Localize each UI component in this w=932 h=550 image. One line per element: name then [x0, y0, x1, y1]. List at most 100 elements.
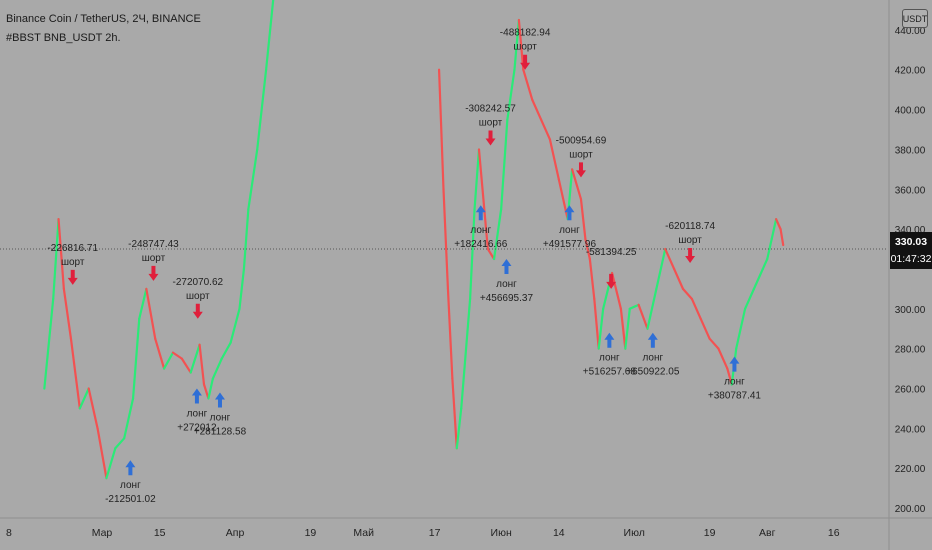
price-segment: [198, 343, 206, 386]
x-tick-label: 15: [154, 527, 166, 539]
price-segment: [752, 267, 764, 290]
long-signal-arrow: [214, 392, 225, 408]
price-segment: [238, 267, 246, 310]
y-tick-label: 260.00: [895, 385, 926, 396]
price-segment: [593, 297, 600, 350]
price-segment: [517, 18, 525, 71]
signal-label: лонг: [470, 225, 491, 236]
price-segment: [229, 307, 241, 344]
y-tick-label: 300.00: [895, 305, 926, 316]
signal-label: лонг: [187, 409, 208, 420]
short-signal-arrow: [192, 303, 203, 319]
signal-label: лонг: [599, 353, 620, 364]
long-signal-arrow: [729, 356, 740, 372]
signal-value: +456695.37: [480, 293, 534, 304]
price-segment: [469, 208, 476, 300]
signal-label: шорт: [142, 253, 166, 264]
y-tick-label: 240.00: [895, 424, 926, 435]
x-tick-label: Июл: [624, 527, 645, 539]
short-signal-arrow: [575, 162, 586, 178]
price-segment: [57, 218, 65, 290]
x-tick-label: Апр: [226, 527, 245, 539]
signal-label: лонг: [210, 412, 231, 423]
price-segment: [114, 437, 126, 450]
price-segment: [673, 267, 685, 290]
signal-value: +281128.58: [194, 426, 247, 437]
short-signal-arrow: [685, 247, 696, 263]
price-segment: [775, 218, 782, 231]
price-segment: [506, 68, 516, 121]
price-segment: [256, 68, 268, 151]
price-segment: [451, 377, 458, 450]
last-price-tag: 330.03 01:47:32: [890, 232, 932, 269]
price-segment: [437, 68, 445, 191]
signal-label: шорт: [513, 42, 537, 53]
price-segment: [681, 287, 693, 300]
signal-value: +491577.96: [543, 239, 597, 250]
signal-label: лонг: [496, 279, 517, 290]
signal-label: шорт: [186, 291, 210, 302]
price-segment: [154, 337, 166, 370]
price-segment: [96, 427, 108, 480]
price-segment: [655, 247, 667, 290]
price-segment: [460, 297, 472, 410]
y-tick-label: 280.00: [895, 345, 926, 356]
price-segment: [539, 118, 552, 141]
price-segment: [619, 307, 627, 350]
short-signal-arrow: [520, 54, 531, 70]
x-tick-label: 17: [429, 527, 441, 539]
y-tick-label: 200.00: [895, 504, 926, 515]
y-tick-label: 340.00: [895, 225, 926, 236]
signal-value: -488182.94: [500, 28, 551, 39]
price-segment: [265, 0, 275, 71]
price-segment: [708, 337, 720, 350]
signal-value: -272070.62: [172, 277, 223, 288]
signal-label: шорт: [61, 257, 85, 268]
price-segment: [588, 257, 596, 300]
currency-badge[interactable]: USDT: [902, 9, 928, 28]
y-tick-label: 440.00: [895, 26, 926, 37]
signal-value: -500954.69: [556, 135, 607, 146]
x-tick-label: 19: [305, 527, 317, 539]
price-segment: [699, 317, 711, 340]
price-segment: [62, 287, 73, 340]
price-segment: [492, 208, 503, 261]
long-signal-arrow: [604, 332, 615, 348]
price-segment: [69, 337, 81, 410]
long-signal-arrow: [564, 205, 575, 221]
price-segment: [171, 351, 183, 360]
price-segment: [717, 347, 729, 370]
price-segment: [735, 307, 747, 350]
price-segment: [628, 303, 640, 310]
price-segment: [579, 198, 587, 241]
price-segment: [646, 287, 658, 330]
price-segment: [770, 218, 778, 241]
x-tick-label: Мар: [92, 527, 113, 539]
short-signal-arrow: [67, 269, 78, 285]
price-segment: [557, 178, 569, 221]
short-signal-arrow: [606, 273, 617, 289]
price-segment: [624, 307, 631, 350]
price-segment: [486, 247, 496, 261]
price-segment: [207, 377, 214, 400]
signal-value: -226816.71: [47, 243, 98, 254]
y-tick-label: 420.00: [895, 66, 926, 77]
signal-label: шорт: [678, 235, 702, 246]
signal-label: лонг: [559, 225, 580, 236]
signal-value: +182416.66: [454, 239, 508, 250]
x-tick-label: 19: [704, 527, 716, 539]
price-segment: [442, 188, 450, 290]
price-segment: [761, 257, 769, 271]
price-segment: [571, 168, 583, 201]
signal-value: -308242.57: [465, 103, 516, 114]
price-segment: [477, 148, 489, 251]
long-signal-arrow: [501, 259, 512, 274]
long-signal-arrow: [647, 332, 658, 348]
short-signal-arrow: [148, 265, 159, 281]
price-segment: [202, 383, 210, 400]
signal-label: лонг: [120, 480, 141, 491]
signal-value: -620118.74: [665, 221, 715, 232]
price-segment: [513, 18, 520, 71]
